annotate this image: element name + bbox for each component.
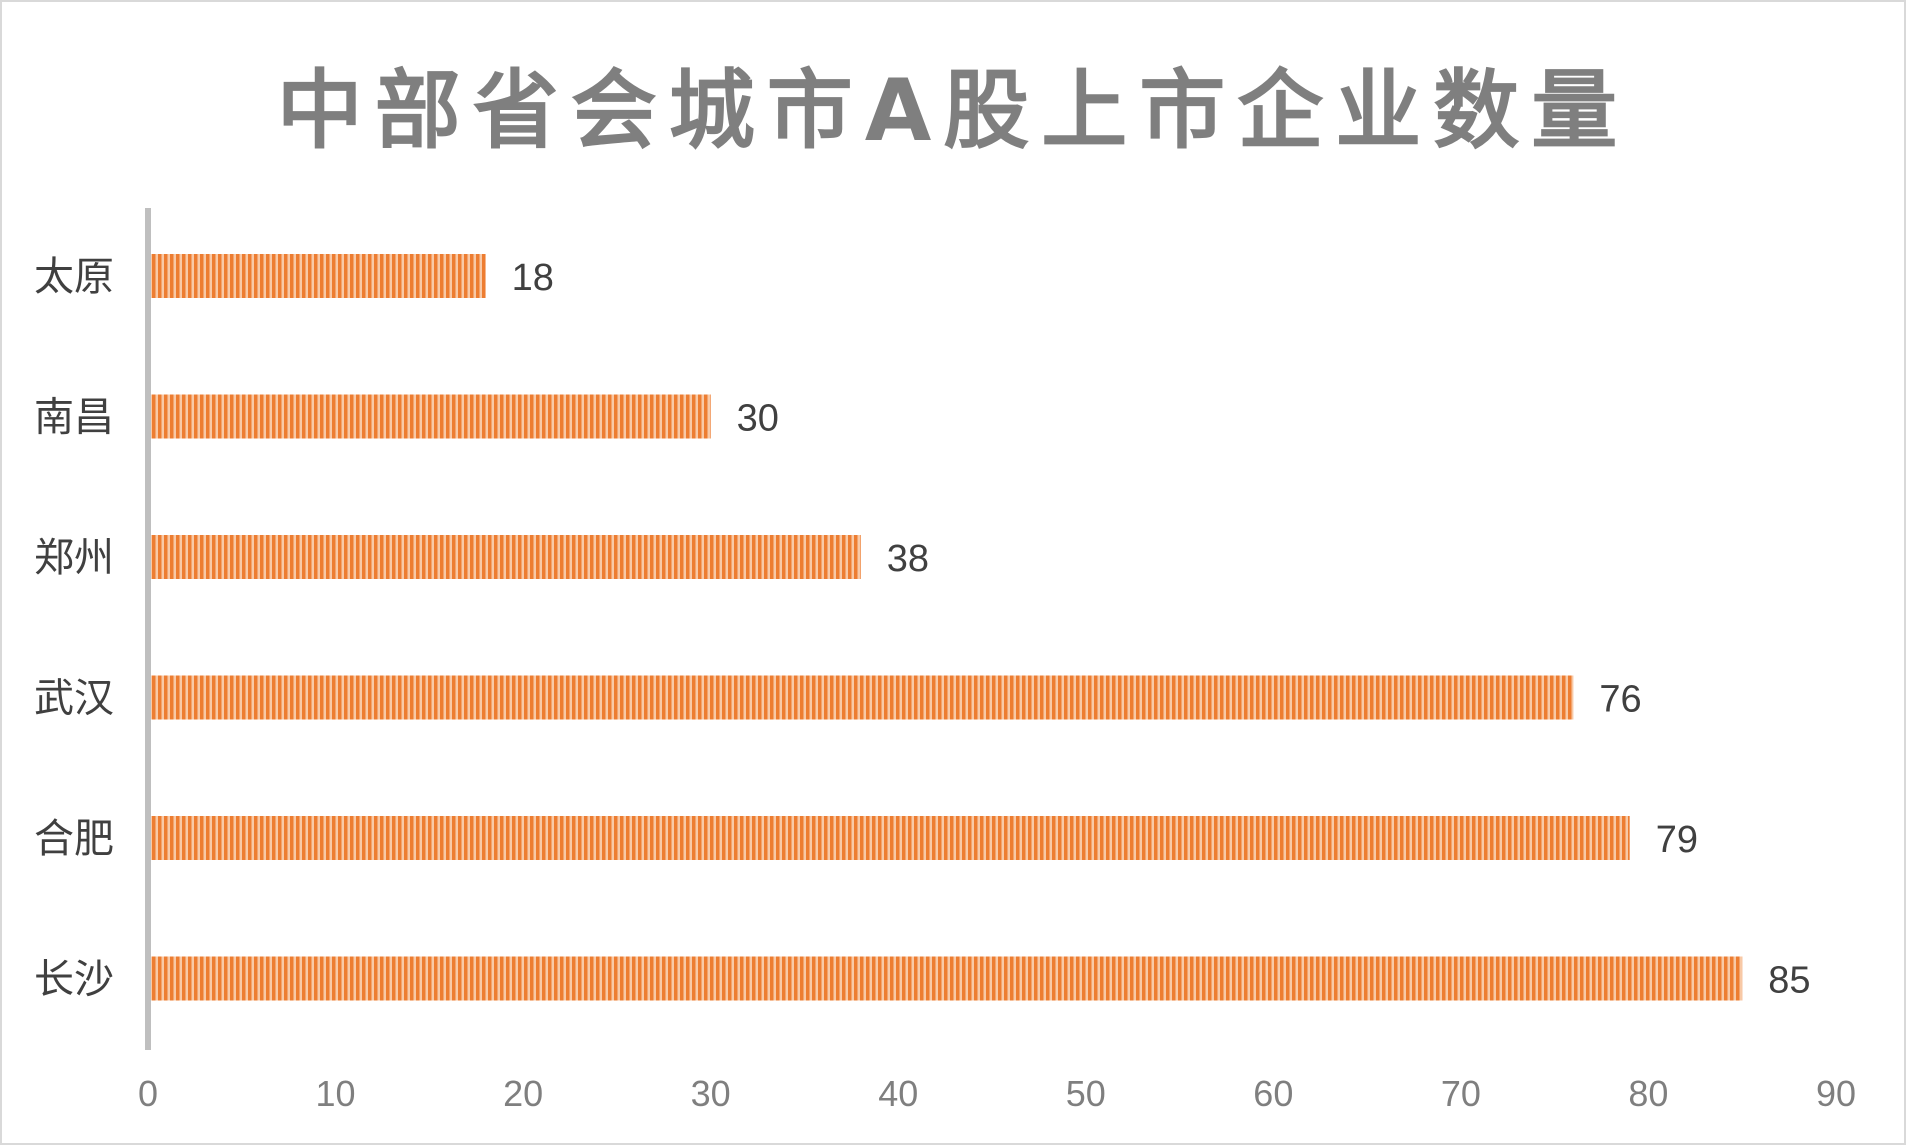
labels-layer: 太原 18 南昌 30 郑州 38 武汉 76 合肥 79 长沙 85 0 10 20 30 40 50 60 70 8… xyxy=(34,254,1856,1114)
category-label: 太原 xyxy=(34,254,114,300)
x-tick-label: 80 xyxy=(1628,1073,1668,1114)
category-label: 郑州 xyxy=(34,535,114,581)
bar-1 xyxy=(150,394,711,439)
data-label: 79 xyxy=(1656,819,1698,861)
category-label: 南昌 xyxy=(34,395,114,441)
x-tick-label: 40 xyxy=(878,1073,918,1114)
bar-5 xyxy=(150,956,1743,1001)
data-label: 85 xyxy=(1768,960,1810,1002)
data-label: 30 xyxy=(737,398,779,440)
data-label: 76 xyxy=(1599,679,1641,721)
category-label: 武汉 xyxy=(34,676,114,722)
x-tick-label: 0 xyxy=(138,1073,158,1114)
bar-4 xyxy=(150,816,1630,860)
x-tick-label: 10 xyxy=(316,1073,356,1114)
bars-layer xyxy=(150,254,1743,1001)
data-label: 38 xyxy=(887,538,929,580)
x-tick-label: 70 xyxy=(1441,1073,1481,1114)
x-tick-label: 60 xyxy=(1253,1073,1293,1114)
category-label: 长沙 xyxy=(34,957,114,1003)
bar-2 xyxy=(150,535,861,579)
x-tick-label: 50 xyxy=(1066,1073,1106,1114)
category-label: 合肥 xyxy=(34,816,114,862)
x-tick-label: 30 xyxy=(691,1073,731,1114)
data-label: 18 xyxy=(512,257,554,299)
x-tick-label: 90 xyxy=(1816,1073,1856,1114)
chart-title: 中部省会城市A股上市企业数量 xyxy=(276,61,1630,161)
bar-3 xyxy=(150,675,1574,720)
bar-0 xyxy=(150,254,486,298)
x-tick-label: 20 xyxy=(503,1073,543,1114)
